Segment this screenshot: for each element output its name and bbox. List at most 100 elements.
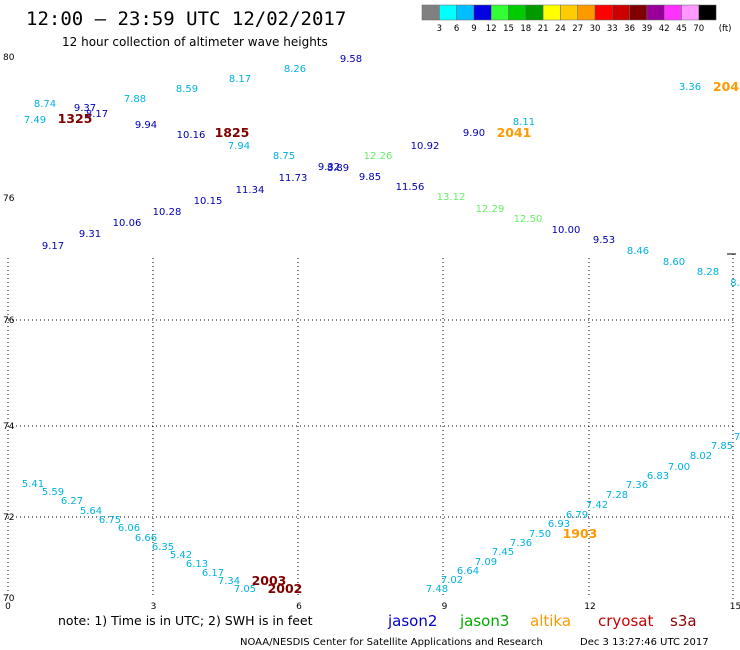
legend-label: 27 [572,24,583,34]
legend-swatch [439,4,457,21]
legend-swatch [542,4,561,21]
satellite-name: s3a [670,612,697,630]
legend-label: 9 [471,24,476,34]
legend-label: 33 [607,24,618,34]
legend-label: 15 [503,24,514,34]
wave-height-value: 10.92 [411,141,440,152]
legend-swatch [612,4,630,21]
wave-height-value: 12.50 [514,214,543,225]
wave-height-value: 7.05 [234,584,256,595]
page-title: 12:00 – 23:59 UTC 12/02/2017 [26,8,346,30]
legend-unit: (ft) [719,24,732,34]
latitude-label: 80 [3,53,15,63]
legend-swatch [663,4,682,21]
legend-label: 3 [437,24,442,34]
wave-height-value: 9.85 [359,172,381,183]
wave-height-value: 8.74 [34,99,56,110]
pass-time-label: 1825 [215,125,250,140]
wave-height-value: 9.17 [42,241,64,252]
wave-height-value: 8.11 [513,117,535,128]
wave-height-value: 10.28 [153,207,182,218]
satellite-legend: jason2 jason3 altika cryosat s3a [387,612,697,630]
pass-time-label: 204 [713,79,739,94]
legend-label: 18 [520,24,531,34]
wave-height-value: 5.59 [42,487,64,498]
legend-swatch [629,4,648,21]
footer-timestamp: Dec 3 13:27:46 UTC 2017 [580,637,709,648]
graticule [7,253,736,600]
wave-height-value: 12.29 [476,204,505,215]
wave-height-value: 8. [730,278,740,289]
wave-height-value: 10.00 [552,225,581,236]
satellite-name: jason3 [459,612,509,630]
legend-swatch [577,4,596,21]
legend-label: 30 [590,24,601,34]
latitude-label: 76 [3,194,15,204]
wave-height-value: 7.34 [218,576,240,587]
legend-label: 36 [624,24,635,34]
wave-height-value: 7.36 [626,480,648,491]
legend-label: 39 [641,24,652,34]
wave-height-value: 9.37 [74,103,96,114]
wave-height-value: 5.64 [80,506,102,517]
wave-height-value: 11.73 [279,173,308,184]
satellite-name: altika [530,612,571,630]
wave-height-value: 10.06 [113,218,142,229]
wave-height-value: 7.00 [668,462,690,473]
wave-height-value: 6.35 [152,542,174,553]
wave-height-value: 6.13 [186,559,208,570]
pass-time-label: 2041 [497,125,532,140]
latitude-label: 74 [3,422,15,432]
wave-height-value: 6.66 [135,533,157,544]
wave-height-value: 5.41 [22,479,44,490]
legend-swatch [473,4,492,21]
wave-height-value: 6.06 [118,523,140,534]
wave-height-value: 11.56 [396,182,425,193]
satellite-name: jason2 [387,612,437,630]
wave-height-value: 8.59 [176,84,198,95]
wave-height-value: 7.48 [426,584,448,595]
footer-note: note: 1) Time is in UTC; 2) SWH is in fe… [58,613,313,628]
wave-height-value: 7.50 [529,529,551,540]
wave-height-value: 10.15 [194,196,223,207]
pass-time-label: 1325 [58,111,93,126]
longitude-label: 0 [5,602,11,612]
latitude-label: 72 [3,513,14,523]
legend-label: 6 [454,24,459,34]
wave-height-value: 9.31 [79,229,101,240]
latitude-label: 76 [3,316,15,326]
legend-swatch [681,4,700,21]
longitude-label: 12 [584,602,595,612]
page-subtitle: 12 hour collection of altimeter wave hei… [62,35,328,49]
legend-swatch [456,4,475,21]
wave-height-value: 7.42 [586,500,608,511]
wave-height-value: 12.26 [364,151,393,162]
legend-swatch [421,4,440,21]
latitude-label: 70 [3,594,15,604]
wave-height-value: 13.12 [437,192,466,203]
longitude-label: 15 [730,602,740,612]
wave-height-value: 6.64 [457,566,479,577]
wave-height-value: 11.34 [236,185,265,196]
legend-label: 42 [659,24,670,34]
wave-height-value: 8.26 [284,64,306,75]
wave-height-value: 6.17 [202,568,224,579]
legend-swatch [646,4,665,21]
wave-height-value: 7.49 [24,115,46,126]
wave-height-value: 8.02 [690,451,712,462]
wave-height-value: 6.83 [647,471,669,482]
wave-height-value: 7 [734,432,740,443]
legend-label: 21 [538,24,549,34]
wave-height-value: 6.75 [99,515,121,526]
wave-height-value: 9.90 [463,128,485,139]
legend-swatch [525,4,544,21]
wave-height-value: 6.27 [61,496,83,507]
axis-labels: 80 76 76 74 72 700 3 6 9 12 15 [3,53,740,612]
color-legend: 3 6 9 12 15 18 21 24 27 30 33 36 39 42 45 70 (ft) [421,4,732,34]
wave-height-value: 6.93 [548,519,570,530]
wave-height-value: 7.88 [124,94,146,105]
wave-height-value: 8.60 [663,257,685,268]
wave-height-observations: 8.74 9.378.177.497.889.948.5910.168.177.9… [22,54,740,595]
